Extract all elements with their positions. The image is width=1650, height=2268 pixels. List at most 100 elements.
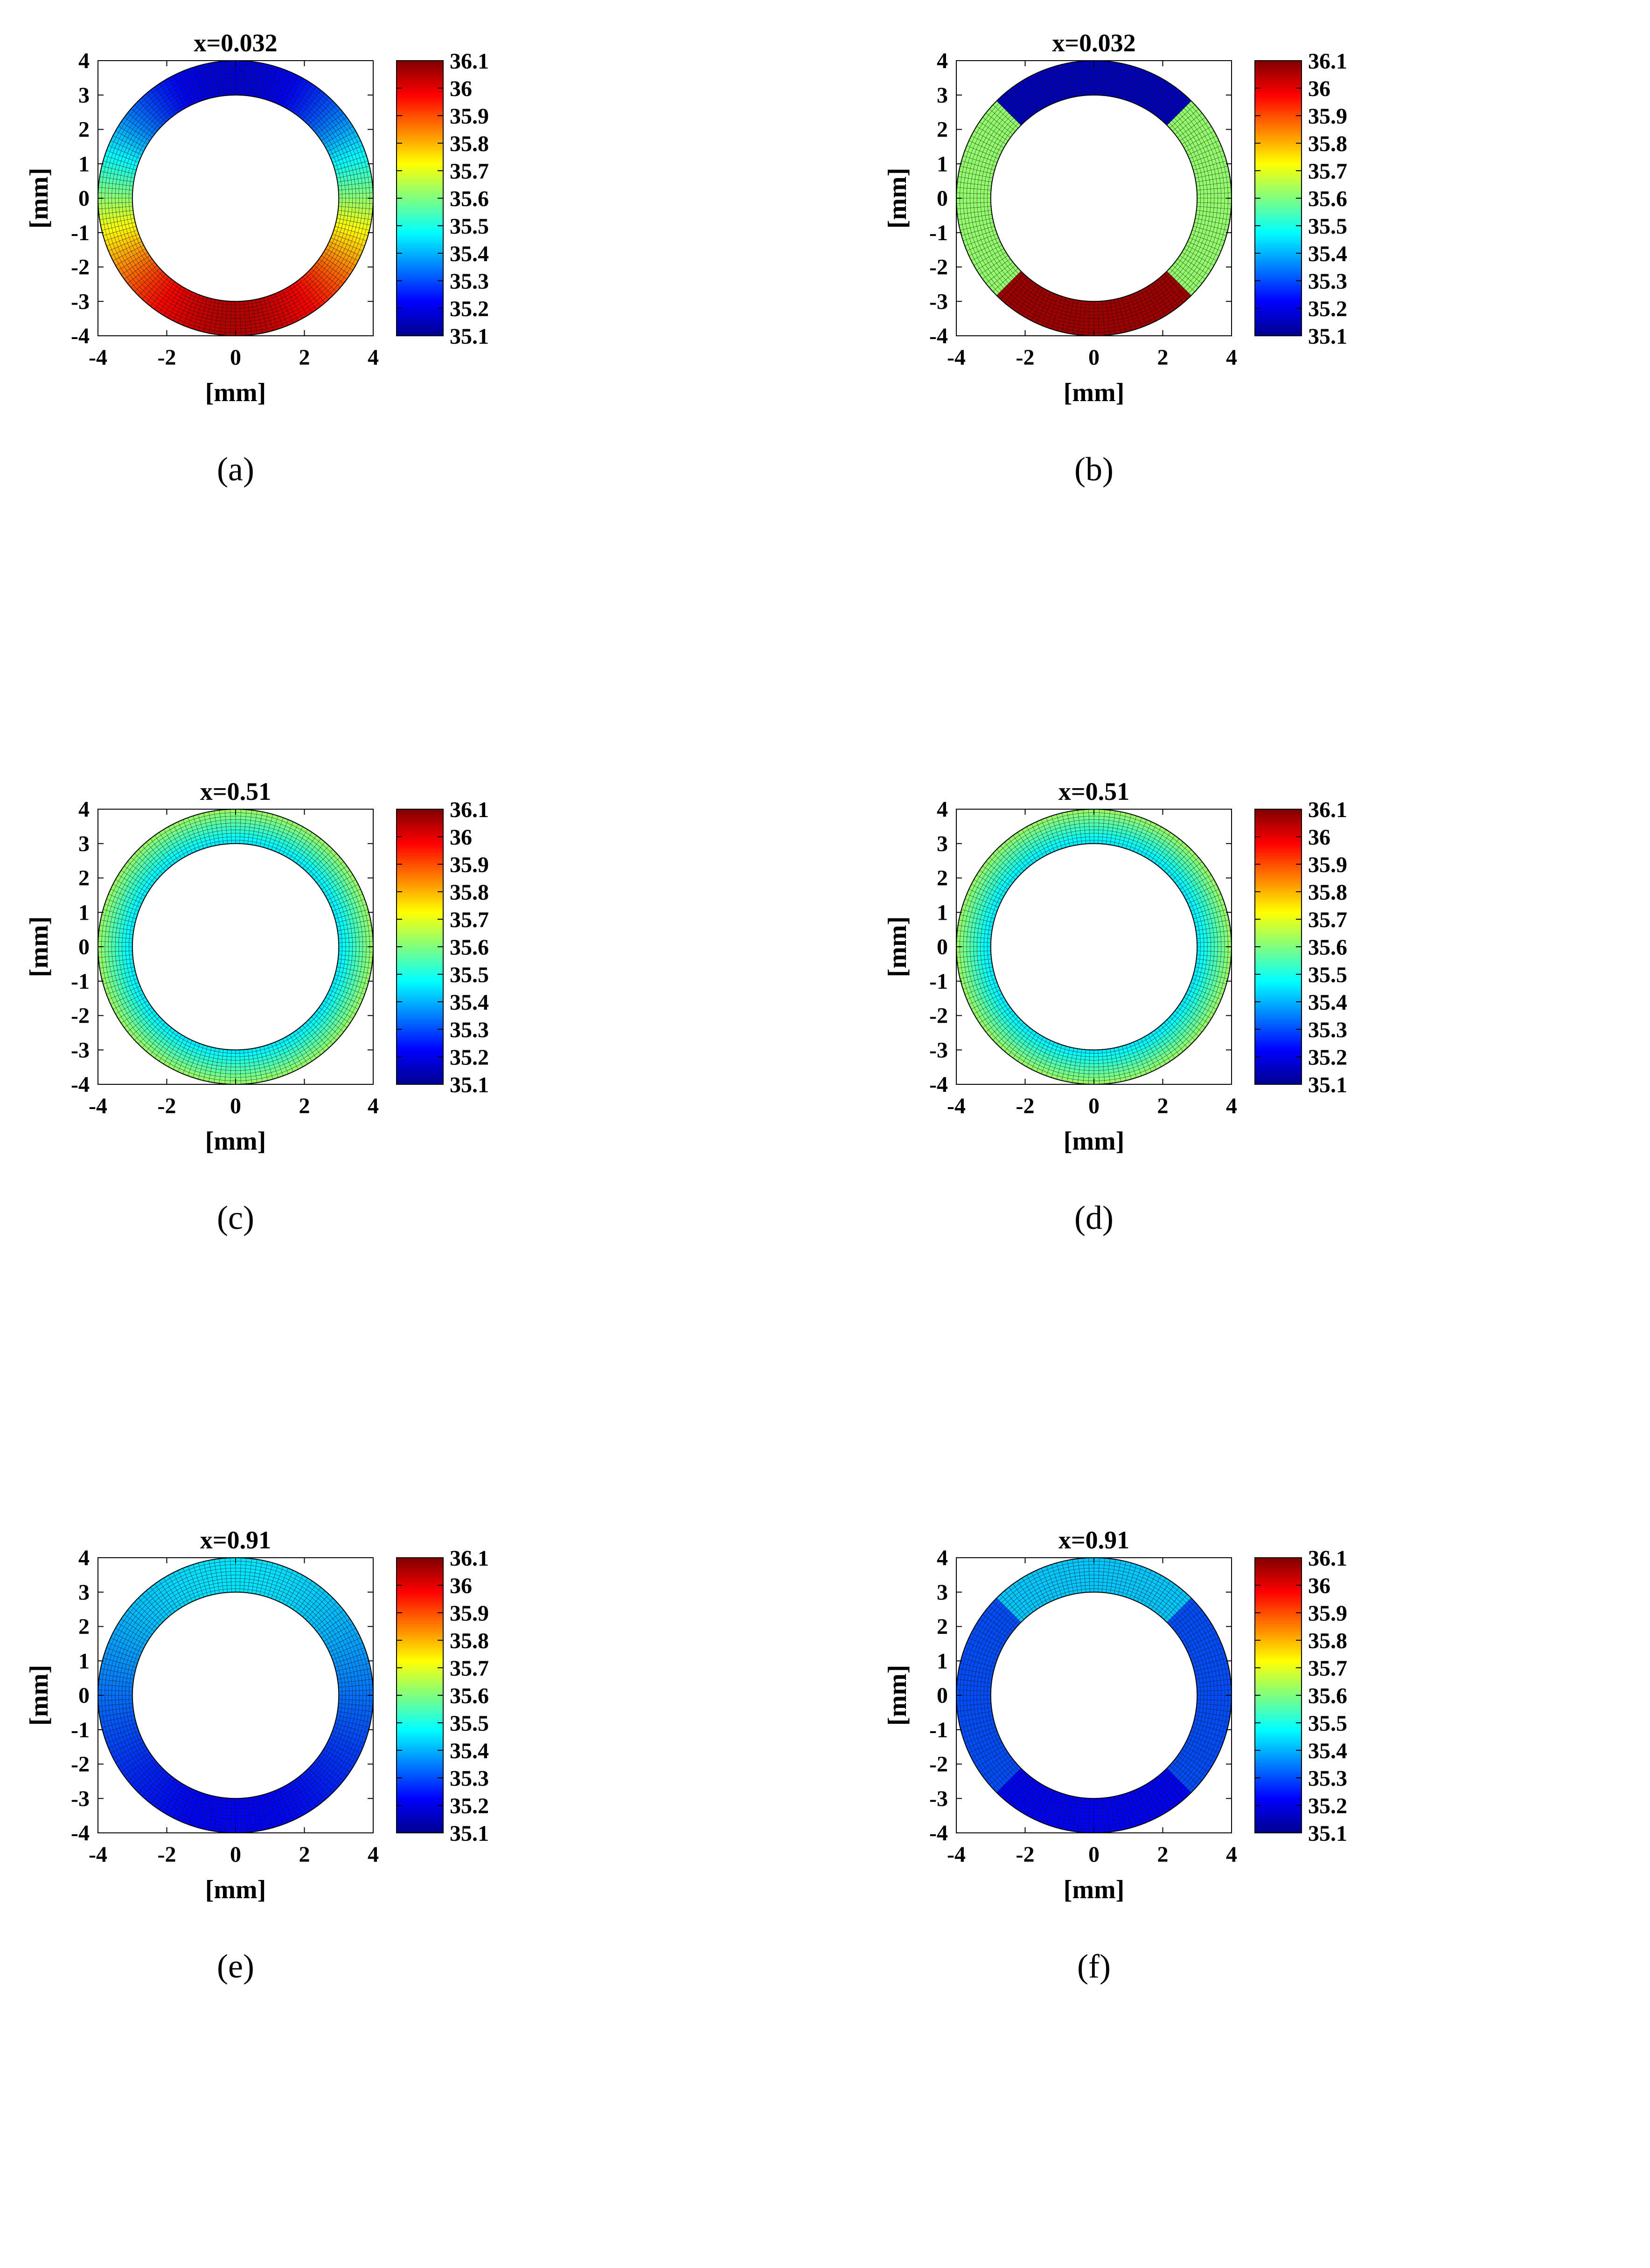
mesh-cell — [1080, 304, 1086, 308]
mesh-cell — [1104, 327, 1110, 333]
mesh-cell — [231, 1053, 236, 1057]
mesh-cell — [235, 1070, 241, 1075]
mesh-cell — [226, 1063, 231, 1068]
mesh-cell — [1078, 324, 1084, 329]
mesh-cell — [225, 812, 231, 817]
mesh-cell — [222, 307, 227, 312]
mesh-cell — [111, 198, 116, 203]
mesh-cell — [1079, 74, 1085, 79]
mesh-cell — [341, 206, 346, 212]
mesh-cell — [365, 930, 370, 937]
mesh-cell — [980, 198, 984, 203]
mesh-cell — [1089, 77, 1094, 82]
colorbar-tick-label: 35.6 — [1308, 187, 1347, 211]
mesh-cell — [1099, 321, 1104, 326]
mesh-cell — [973, 202, 978, 208]
mesh-cell — [366, 203, 370, 209]
y-tick-label: 1 — [78, 152, 90, 176]
mesh-cell — [1084, 314, 1090, 319]
mesh-cell — [122, 198, 126, 203]
y-tick-label: 2 — [78, 118, 90, 142]
mesh-cell — [230, 67, 236, 71]
mesh-cell — [244, 88, 249, 93]
mesh-cell — [1089, 81, 1094, 85]
mesh-cell — [221, 74, 227, 79]
mesh-cell — [115, 932, 120, 938]
mesh-cell — [1099, 70, 1104, 75]
mesh-cell — [341, 202, 346, 207]
mesh-cell — [222, 1052, 228, 1057]
mesh-cell — [1204, 194, 1208, 199]
mesh-cell — [118, 937, 123, 943]
y-tick-label: -3 — [71, 289, 90, 314]
mesh-cell — [1200, 189, 1204, 194]
mesh-cell — [1098, 304, 1103, 309]
mesh-cell — [973, 188, 978, 194]
mesh-cell — [362, 941, 367, 947]
mesh-cell — [104, 187, 109, 194]
mesh-cell — [1210, 202, 1215, 208]
mesh-cell — [235, 308, 240, 312]
mesh-cell — [1203, 189, 1208, 194]
mesh-cell — [108, 198, 112, 204]
mesh-cell — [351, 932, 356, 938]
mesh-cell — [970, 198, 974, 203]
mesh-cell — [240, 318, 246, 322]
mesh-cell — [1200, 194, 1204, 199]
mesh-cell — [1079, 314, 1085, 319]
mesh-cell — [240, 1070, 246, 1075]
mesh-cell — [1104, 324, 1110, 329]
mesh-cell — [115, 193, 119, 199]
mesh-cell — [240, 328, 246, 333]
mesh-cell — [351, 184, 356, 189]
mesh-cell — [1093, 74, 1099, 78]
colorbar-tick-label: 35.3 — [1308, 269, 1347, 294]
colorbar: 36.13635.935.835.735.635.535.435.335.235… — [1254, 49, 1347, 349]
mesh-cell — [345, 942, 349, 947]
colorbar-tick-label: 35.4 — [1308, 242, 1347, 266]
mesh-cell — [345, 207, 349, 212]
mesh-cell — [111, 951, 116, 957]
mesh-cell — [345, 194, 349, 199]
mesh-cell — [230, 328, 236, 333]
mesh-cell — [230, 64, 236, 68]
mesh-cell — [101, 193, 105, 199]
mesh-cell — [358, 931, 363, 937]
mesh-cell — [239, 833, 245, 838]
mesh-cell — [225, 1073, 231, 1078]
mesh-cell — [970, 193, 974, 199]
mesh-cell — [108, 203, 112, 208]
mesh-cell — [980, 202, 985, 208]
mesh-cell — [1083, 67, 1089, 72]
colorbar-tick-label: 35.6 — [450, 187, 489, 211]
mesh-cell — [1093, 70, 1100, 75]
mesh-cell — [1084, 311, 1090, 315]
colorbar-tick-label: 35.2 — [1308, 297, 1347, 321]
y-tick-label: -2 — [929, 255, 948, 280]
x-tick-label: -2 — [1016, 345, 1035, 370]
mesh-cell — [235, 1060, 241, 1064]
mesh-cell — [355, 932, 360, 938]
mesh-cell — [366, 193, 370, 199]
mesh-cell — [977, 202, 981, 208]
mesh-cell — [105, 957, 110, 963]
mesh-cell — [983, 198, 988, 203]
mesh-cell — [362, 203, 367, 209]
mesh-cell — [225, 816, 231, 820]
mesh-cell — [967, 208, 971, 214]
mesh-cell — [230, 812, 236, 817]
mesh-cell — [1093, 325, 1100, 329]
mesh-cell — [1217, 203, 1222, 208]
mesh-cell — [239, 1053, 244, 1057]
mesh-cell — [1088, 325, 1094, 329]
mesh-cell — [231, 84, 236, 89]
mesh-cell — [970, 202, 975, 208]
mesh-cell — [115, 184, 120, 189]
mesh-cell — [101, 957, 106, 963]
mesh-cell — [122, 942, 126, 947]
mesh-cell — [235, 74, 241, 78]
mesh-cell — [1213, 207, 1218, 213]
colorbar-tick-label: 35.8 — [1308, 132, 1347, 156]
mesh-cell — [244, 1066, 251, 1071]
